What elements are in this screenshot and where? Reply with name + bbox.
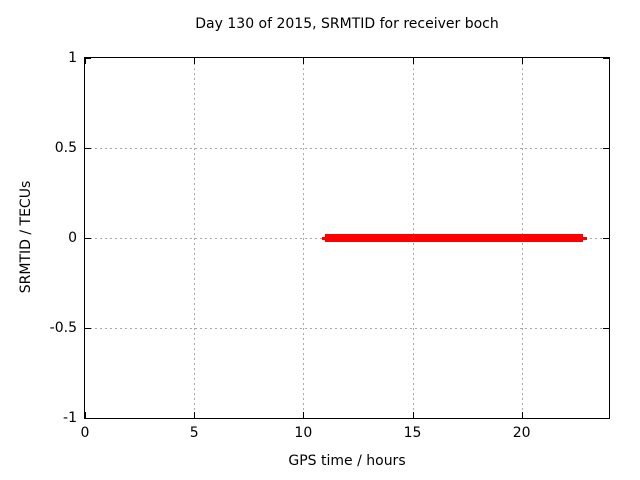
x-tick-mark-top-5 — [194, 58, 196, 64]
y-tick-mark-right-1 — [603, 58, 609, 59]
x-tick-mark-top-15 — [412, 58, 414, 64]
y-tick-label-1: 1 — [68, 50, 77, 66]
x-axis-label: GPS time / hours — [288, 453, 406, 469]
y-tick-mark-left-1 — [85, 58, 91, 59]
x-tick-label-15: 15 — [403, 425, 422, 441]
x-tick-mark-bottom-10 — [303, 412, 305, 418]
grid-line-y--0.5 — [85, 328, 609, 329]
y-tick-mark-left-0.5 — [85, 148, 91, 149]
x-tick-label-5: 5 — [189, 425, 199, 441]
y-tick-label--1: -1 — [63, 410, 77, 426]
x-tick-mark-bottom-15 — [412, 412, 414, 418]
y-tick-mark-left-0 — [85, 238, 91, 239]
y-tick-mark-right--0.5 — [603, 328, 609, 329]
chart-title: Day 130 of 2015, SRMTID for receiver boc… — [195, 16, 499, 32]
grid-line-y-0.5 — [85, 148, 609, 149]
x-tick-mark-bottom-20 — [521, 412, 523, 418]
x-tick-mark-top-10 — [303, 58, 305, 64]
y-tick-mark-left--0.5 — [85, 328, 91, 329]
y-tick-mark-right-0.5 — [603, 148, 609, 149]
y-tick-label-0.5: 0.5 — [54, 140, 77, 156]
x-tick-label-10: 10 — [294, 425, 313, 441]
x-tick-label-0: 0 — [80, 425, 90, 441]
plot-area — [84, 57, 610, 419]
x-tick-label-20: 20 — [512, 425, 531, 441]
y-tick-mark-right--1 — [603, 418, 609, 419]
x-tick-mark-bottom-5 — [194, 412, 196, 418]
y-tick-mark-right-0 — [603, 238, 609, 239]
y-tick-label--0.5: -0.5 — [49, 320, 77, 336]
y-tick-label-0: 0 — [68, 230, 77, 246]
x-tick-mark-bottom-0 — [85, 412, 86, 418]
y-tick-mark-left--1 — [85, 418, 91, 419]
x-tick-mark-top-0 — [85, 58, 86, 64]
series-line-srmtid — [325, 234, 584, 242]
x-tick-mark-top-20 — [521, 58, 523, 64]
